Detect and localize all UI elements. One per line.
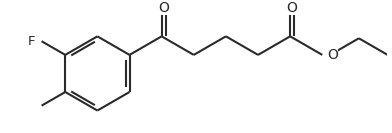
Text: O: O bbox=[327, 48, 338, 62]
Text: F: F bbox=[28, 35, 36, 48]
Text: O: O bbox=[287, 1, 298, 15]
Text: O: O bbox=[158, 1, 169, 15]
